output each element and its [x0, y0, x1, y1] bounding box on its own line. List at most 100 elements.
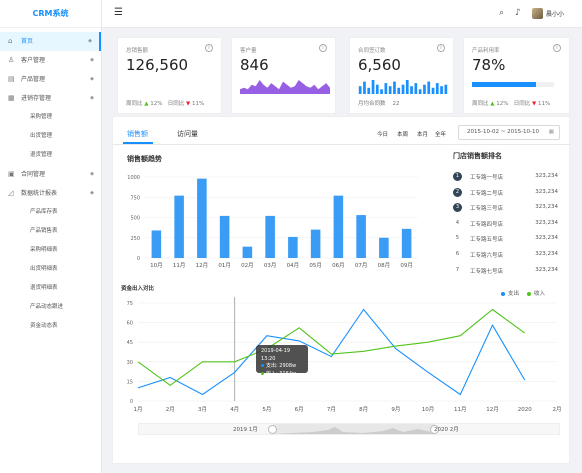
x-tick-label: 08月 [378, 262, 391, 269]
bar[interactable] [174, 195, 184, 258]
x-tick-label: 04月 [287, 262, 300, 269]
weekly-compare-value: 12% [150, 101, 163, 107]
bar[interactable] [379, 237, 389, 258]
legend-dot [501, 291, 505, 296]
store-amount: 323,234 [535, 173, 558, 179]
ranking-row[interactable]: 4 工专路四号店 323,234 [453, 216, 558, 231]
sidebar-item-label: 进销存管理 [21, 95, 52, 102]
tooltip-dot [261, 364, 264, 367]
sidebar-subitem-returns-detail[interactable]: 退货明细表 [30, 285, 58, 291]
store-name: 工专路四号店 [470, 221, 504, 228]
legend-income[interactable]: 收入 [527, 289, 545, 297]
y-tick-label: 1000 [127, 175, 140, 181]
ranking-row[interactable]: 3 工专路三号店 323,234 [453, 200, 558, 215]
sidebar-item-label: 产品管理 [21, 76, 46, 83]
avatar[interactable] [532, 8, 543, 19]
sparkline-bar [410, 86, 413, 94]
info-icon[interactable]: i [319, 44, 327, 52]
bar[interactable] [333, 195, 344, 258]
ranking-row[interactable]: 5 工专路五号店 323,234 [453, 231, 558, 246]
range-today[interactable]: 今日 [377, 132, 389, 138]
sidebar-item-label: 客户管理 [21, 57, 46, 64]
tab-sales[interactable]: 销售额 [127, 130, 148, 138]
sidebar-item-products[interactable]: ▤ 产品管理 ◆ [0, 70, 101, 89]
y-tick-label: 45 [127, 340, 133, 346]
utilization-progress-fill [472, 82, 536, 87]
search-icon[interactable]: ⌕ [499, 8, 505, 18]
card-label: 产品利用率 [472, 48, 500, 54]
app-logo[interactable]: CRM系统 [0, 0, 101, 28]
monthly-contracts-label: 月均合同数 [358, 101, 386, 107]
chart-tooltip: 2019-04-19 13:20 支出: 2908w 收入: 3164w [256, 345, 308, 377]
bar[interactable] [401, 228, 412, 258]
chevron-icon: ◆ [90, 76, 94, 82]
utilization-progress-track [472, 82, 554, 87]
legend-label: 支出 [508, 291, 520, 297]
card-value: 6,560 [358, 56, 401, 74]
tab-visits[interactable]: 访问量 [177, 130, 198, 138]
card-value: 846 [240, 56, 269, 74]
daily-compare-label: 日同比 [513, 101, 531, 107]
range-week[interactable]: 本周 [397, 132, 409, 138]
x-tick-label: 8月 [359, 406, 368, 413]
store-name: 工专路二号店 [470, 190, 504, 197]
zoom-selection[interactable] [273, 424, 435, 434]
zoom-slider[interactable] [138, 423, 560, 435]
sidebar-item-stock[interactable]: ▦ 进销存管理 ◆ [0, 89, 101, 108]
menu-toggle-icon[interactable]: ☰ [114, 7, 123, 18]
bar[interactable] [197, 178, 207, 258]
info-icon[interactable]: i [437, 44, 445, 52]
store-amount: 323,234 [535, 204, 558, 211]
info-icon[interactable]: i [205, 44, 213, 52]
ranking-row[interactable]: 6 工专路六号店 323,234 [453, 247, 558, 262]
bar[interactable] [356, 215, 366, 258]
zoom-handle-right[interactable] [430, 425, 439, 434]
zoom-handle-left[interactable] [268, 425, 277, 434]
sparkline-bar [367, 87, 371, 94]
bar[interactable] [219, 215, 230, 258]
sparkline-bar [384, 83, 388, 94]
sidebar-subitem-inventory[interactable]: 产品库存表 [30, 209, 58, 215]
ranking-row[interactable]: 1 工专路一号店 323,234 [453, 169, 558, 184]
bar[interactable] [242, 246, 253, 258]
sparkline-bar [431, 87, 435, 94]
sidebar-item-reports[interactable]: ◿ 数据统计报表 ◆ [0, 184, 101, 203]
y-tick-label: 15 [127, 379, 133, 385]
y-tick-label: 0 [137, 256, 140, 262]
x-tick-label: 06月 [332, 262, 345, 269]
ranking-row[interactable]: 2 工专路二号店 323,234 [453, 185, 558, 200]
bar[interactable] [310, 229, 321, 258]
info-icon[interactable]: i [553, 44, 561, 52]
sparkline-bar [358, 86, 362, 94]
sparkline-bar [363, 81, 366, 94]
sidebar-item-home[interactable]: ⌂ 首页 ◆ [0, 32, 101, 51]
ranking-row[interactable]: 7 工专路七号店 323,234 [453, 263, 558, 278]
legend-expense[interactable]: 支出 [501, 289, 519, 297]
zoom-end-label: 2020 2月 [434, 427, 459, 433]
sidebar-item-label: 合同管理 [21, 171, 46, 178]
bar[interactable] [288, 236, 298, 258]
user-name[interactable]: 晨小小 [546, 11, 565, 18]
sidebar-subitem-product-tracking[interactable]: 产品动态跟进 [30, 304, 64, 310]
sidebar-subitem-purchase-detail[interactable]: 采购明细表 [30, 247, 58, 253]
sidebar-subitem-sales[interactable]: 产品销售表 [30, 228, 58, 234]
x-tick-label: 2月 [553, 406, 562, 413]
x-tick-label: 5月 [262, 406, 271, 413]
sidebar-subitem-purchase[interactable]: 采购管理 [30, 114, 53, 120]
range-month[interactable]: 本月 [417, 132, 429, 138]
range-year[interactable]: 全年 [435, 132, 447, 138]
sidebar-subitem-funds[interactable]: 资金动态表 [30, 323, 58, 329]
user-icon: ♙ [8, 56, 15, 64]
bar[interactable] [265, 215, 275, 258]
sidebar-subitem-shipment-detail[interactable]: 出货明细表 [30, 266, 58, 272]
sidebar-item-contracts[interactable]: ▣ 合同管理 ◆ [0, 165, 101, 184]
sidebar-item-customers[interactable]: ♙ 客户管理 ◆ [0, 51, 101, 70]
card-label: 合同签订数 [358, 48, 386, 54]
date-range-picker[interactable]: 2015-10-02 ~ 2015-10-10 ▦ [458, 125, 560, 140]
legend-dot [527, 291, 531, 296]
sidebar-subitem-shipment[interactable]: 出货管理 [30, 133, 53, 139]
bell-icon[interactable]: ♪ [515, 8, 521, 18]
sidebar-subitem-returns[interactable]: 退货管理 [30, 152, 53, 158]
bar[interactable] [151, 230, 162, 258]
topbar: ☰ ⌕ ♪ 晨小小 [102, 0, 582, 28]
